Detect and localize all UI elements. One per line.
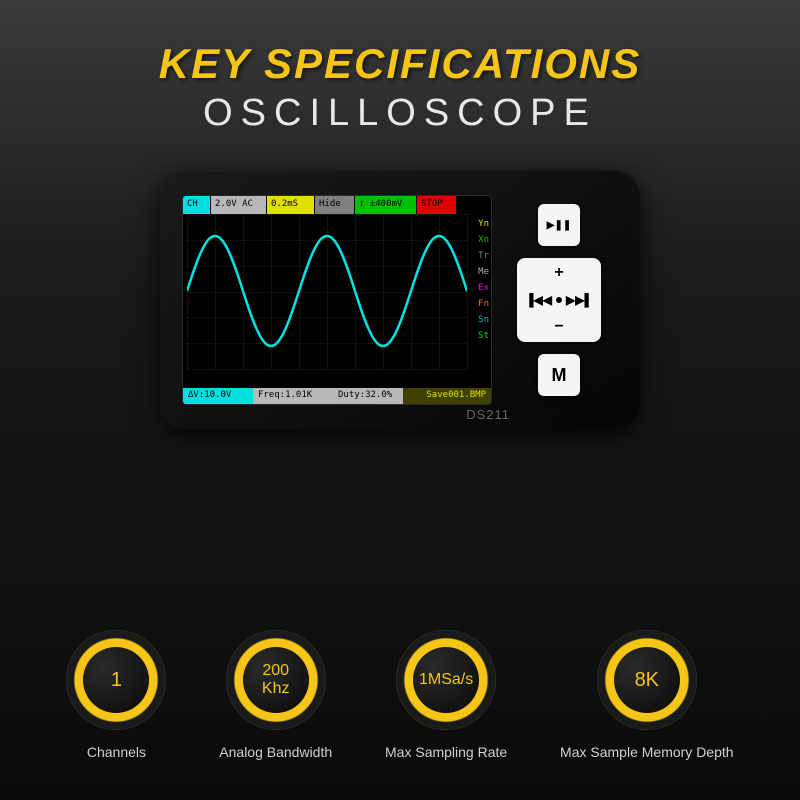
bottombar-freq: Freq:1.01K bbox=[253, 388, 333, 404]
spec-value: 1MSa/s bbox=[419, 671, 473, 689]
side-label: Yn bbox=[478, 216, 489, 232]
spec-label: Analog Bandwidth bbox=[219, 744, 332, 760]
topbar-tdiv: 0.2mS bbox=[267, 196, 315, 214]
side-label: Ex bbox=[478, 280, 489, 296]
waveform-plot bbox=[187, 214, 467, 369]
topbar-channel: CH bbox=[183, 196, 211, 214]
bottombar-save: Save001.BMP bbox=[403, 388, 491, 404]
spec-item: 1 Channels bbox=[66, 630, 166, 760]
dpad-plus-icon: + bbox=[554, 264, 563, 282]
side-label: Tr bbox=[478, 248, 489, 264]
dpad-prev-icon: ▐◀◀ bbox=[525, 293, 552, 307]
spec-item: 8K Max Sample Memory Depth bbox=[560, 630, 734, 760]
device-reflection bbox=[160, 430, 640, 510]
spec-value: 8K bbox=[635, 669, 659, 691]
device-container: CH 2.0V AC 0.2mS Hide ↑ ±400mV STOP YnXn… bbox=[0, 170, 800, 430]
title-main: KEY SPECIFICATIONS bbox=[0, 40, 800, 88]
topbar-trigger: ↑ ±400mV bbox=[355, 196, 417, 214]
topbar-stop: STOP bbox=[417, 196, 457, 214]
dpad-minus-icon: − bbox=[554, 318, 563, 336]
screen-bottombar: ∆V:10.0V Freq:1.01K Duty:32.0% Save001.B… bbox=[183, 388, 491, 404]
play-pause-icon: ▶❚❚ bbox=[547, 220, 571, 231]
side-label: Sn bbox=[478, 312, 489, 328]
spec-label: Max Sampling Rate bbox=[385, 744, 507, 760]
menu-button[interactable]: M bbox=[538, 354, 580, 396]
spec-label: Max Sample Memory Depth bbox=[560, 744, 734, 760]
spec-circle: 8K bbox=[597, 630, 697, 730]
oscilloscope-device: CH 2.0V AC 0.2mS Hide ↑ ±400mV STOP YnXn… bbox=[160, 170, 640, 430]
side-label: Me bbox=[478, 264, 489, 280]
side-label: St bbox=[478, 328, 489, 344]
spec-circle: 1MSa/s bbox=[396, 630, 496, 730]
oscilloscope-screen: CH 2.0V AC 0.2mS Hide ↑ ±400mV STOP YnXn… bbox=[182, 195, 492, 405]
screen-topbar: CH 2.0V AC 0.2mS Hide ↑ ±400mV STOP bbox=[183, 196, 491, 214]
bottombar-duty: Duty:32.0% bbox=[333, 388, 403, 404]
specs-row: 1 Channels 200Khz Analog Bandwidth 1MSa/s Max… bbox=[0, 630, 800, 760]
side-label: Fn bbox=[478, 296, 489, 312]
spec-item: 200Khz Analog Bandwidth bbox=[219, 630, 332, 760]
dpad-next-icon: ▶▶▌ bbox=[566, 293, 593, 307]
device-controls: ▶❚❚ + − ▐◀◀ ▶▶▌ M bbox=[517, 204, 601, 396]
topbar-hide: Hide bbox=[315, 196, 355, 214]
spec-label: Channels bbox=[66, 744, 166, 760]
model-label: DS211 bbox=[466, 407, 510, 422]
title-sub: OSCILLOSCOPE bbox=[0, 92, 800, 135]
side-label: Xn bbox=[478, 232, 489, 248]
side-labels: YnXnTrMeExFnSnSt bbox=[478, 216, 489, 344]
dpad-button[interactable]: + − ▐◀◀ ▶▶▌ bbox=[517, 258, 601, 342]
spec-item: 1MSa/s Max Sampling Rate bbox=[385, 630, 507, 760]
header: KEY SPECIFICATIONS OSCILLOSCOPE bbox=[0, 0, 800, 135]
bottombar-voltage: ∆V:10.0V bbox=[183, 388, 253, 404]
topbar-vdiv: 2.0V AC bbox=[211, 196, 267, 214]
dpad-center-icon bbox=[556, 297, 562, 303]
spec-value: 1 bbox=[111, 669, 122, 691]
spec-circle: 1 bbox=[66, 630, 166, 730]
spec-value: 200Khz bbox=[262, 662, 290, 697]
spec-circle: 200Khz bbox=[226, 630, 326, 730]
play-pause-button[interactable]: ▶❚❚ bbox=[538, 204, 580, 246]
